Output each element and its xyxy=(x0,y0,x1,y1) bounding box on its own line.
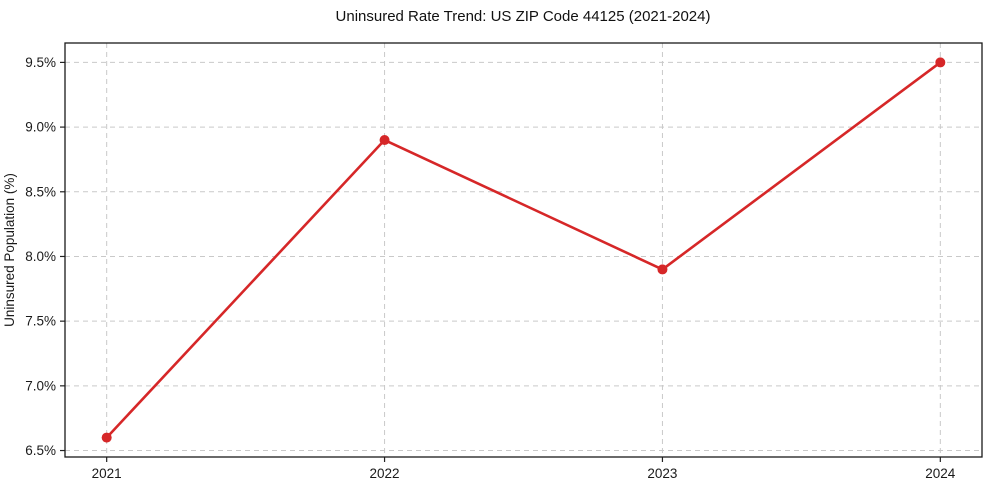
x-tick-label: 2021 xyxy=(92,466,122,481)
y-tick-label: 9.0% xyxy=(25,120,56,135)
y-tick-label: 9.5% xyxy=(25,55,56,70)
y-tick-label: 7.0% xyxy=(25,378,56,393)
trend-line xyxy=(105,61,942,439)
y-tick-label: 8.0% xyxy=(25,249,56,264)
x-tick-label: 2022 xyxy=(370,466,400,481)
y-tick-label: 7.5% xyxy=(25,314,56,329)
x-tick-label: 2023 xyxy=(647,466,677,481)
y-axis-label: Uninsured Population (%) xyxy=(2,173,17,327)
data-point xyxy=(935,57,946,68)
data-point xyxy=(657,264,668,275)
data-point xyxy=(101,432,112,443)
x-tick-label: 2024 xyxy=(925,466,956,481)
y-tick-label: 6.5% xyxy=(25,443,56,458)
data-point xyxy=(379,135,390,146)
plot-border xyxy=(64,42,983,458)
chart-title: Uninsured Rate Trend: US ZIP Code 44125 … xyxy=(336,8,711,25)
y-tick-label: 8.5% xyxy=(25,184,56,199)
